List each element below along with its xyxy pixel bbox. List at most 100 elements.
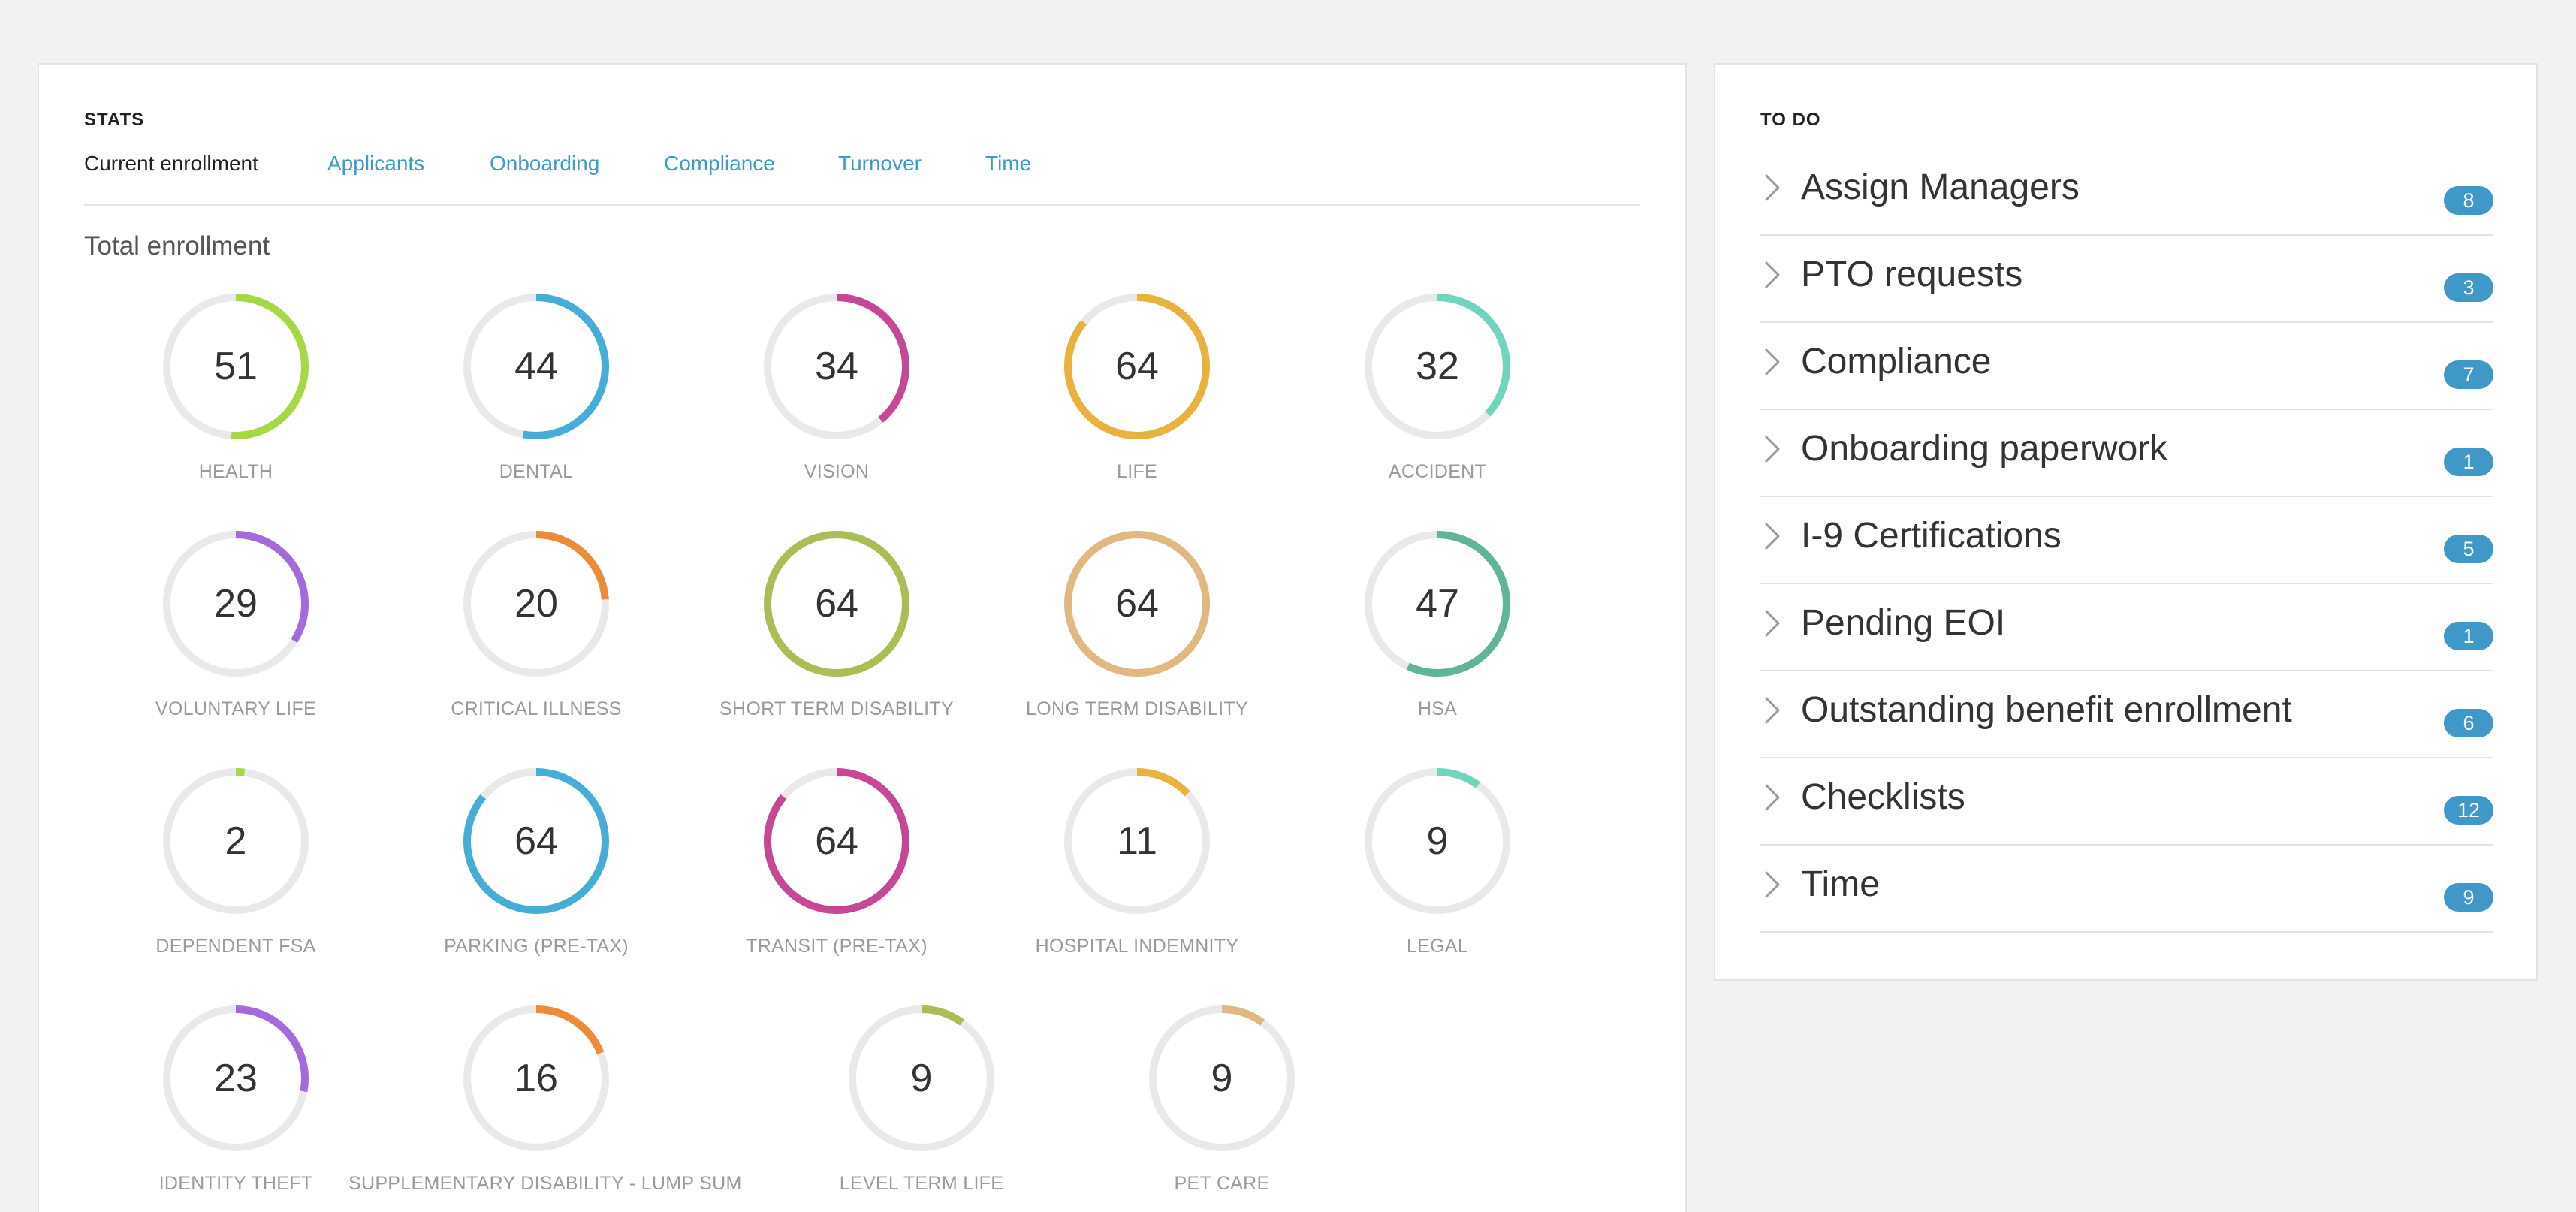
- todo-count-badge: 8: [2444, 186, 2493, 215]
- ring-chart: [463, 294, 609, 439]
- ring-label: TRANSIT (PRE-TAX): [746, 936, 928, 957]
- chevron-right-icon: [1765, 436, 1780, 463]
- ring-chart: [163, 1005, 309, 1151]
- ring-progress-arc: [1064, 768, 1210, 914]
- enrollment-ring: 9 PET CARE: [1064, 1003, 1380, 1212]
- todo-count-badge: 6: [2444, 709, 2493, 737]
- ring-value: 34: [815, 345, 858, 388]
- todo-count-badge: 5: [2444, 535, 2493, 563]
- ring-chart: [463, 531, 609, 677]
- tab-turnover[interactable]: Turnover: [838, 152, 922, 175]
- stats-heading: STATS: [84, 110, 145, 130]
- todo-item[interactable]: Outstanding benefit enrollment 6: [1760, 671, 2493, 758]
- todo-count-badge: 1: [2444, 448, 2493, 476]
- todo-item[interactable]: I-9 Certifications 5: [1760, 497, 2493, 584]
- ring-progress-arc: [1064, 531, 1210, 677]
- enrollment-ring: 23 IDENTITY THEFT: [78, 1003, 394, 1212]
- ring-label: VOLUNTARY LIFE: [155, 698, 316, 719]
- ring-value: 64: [815, 819, 858, 863]
- todo-item-label: Compliance: [1801, 342, 1992, 381]
- ring-chart: [1365, 294, 1510, 439]
- todo-item[interactable]: Assign Managers 8: [1760, 149, 2493, 236]
- ring-label: CRITICAL ILLNESS: [451, 698, 622, 719]
- ring-value: 9: [1211, 1057, 1233, 1100]
- todo-item-label: I-9 Certifications: [1801, 516, 2062, 556]
- ring-chart: [1149, 1005, 1295, 1151]
- stats-tabs: Current enrollment Applicants Onboarding…: [84, 152, 1640, 206]
- chevron-right-icon: [1765, 174, 1780, 201]
- ring-progress-arc: [163, 1005, 309, 1151]
- enrollment-ring: 64 SHORT TERM DISABILITY: [679, 529, 994, 754]
- chevron-right-icon: [1765, 697, 1780, 724]
- ring-value: 47: [1416, 582, 1459, 626]
- ring-progress-arc: [163, 531, 309, 677]
- ring-value: 64: [1115, 345, 1159, 388]
- tab-current-enrollment[interactable]: Current enrollment: [84, 152, 258, 175]
- ring-progress-arc: [463, 1005, 609, 1151]
- enrollment-ring: 11 HOSPITAL INDEMNITY: [979, 766, 1295, 991]
- ring-progress-arc: [764, 294, 909, 439]
- tab-applicants[interactable]: Applicants: [327, 152, 425, 175]
- ring-label: HOSPITAL INDEMNITY: [1035, 936, 1239, 957]
- ring-label: IDENTITY THEFT: [158, 1173, 313, 1194]
- todo-item[interactable]: Checklists 12: [1760, 758, 2493, 846]
- ring-value: 2: [225, 819, 247, 863]
- enrollment-ring: 9 LEVEL TERM LIFE: [764, 1003, 1079, 1212]
- enrollment-ring: 16 SUPPLEMENTARY DISABILITY - LUMP SUM: [348, 1003, 741, 1212]
- ring-chart: [764, 768, 909, 914]
- enrollment-ring: 64 LIFE: [979, 291, 1295, 517]
- todo-heading: TO DO: [1760, 110, 1821, 130]
- ring-value: 16: [514, 1057, 558, 1100]
- ring-progress-arc: [1064, 294, 1210, 439]
- enrollment-ring: 34 VISION: [679, 291, 994, 517]
- tab-onboarding[interactable]: Onboarding: [490, 152, 600, 175]
- ring-label: LIFE: [1117, 461, 1157, 482]
- todo-item[interactable]: Onboarding paperwork 1: [1760, 410, 2493, 497]
- todo-item-label: Checklists: [1801, 777, 1965, 817]
- ring-label: PARKING (PRE-TAX): [444, 936, 629, 957]
- chevron-right-icon: [1765, 348, 1780, 375]
- todo-item-label: PTO requests: [1801, 255, 2023, 294]
- todo-count-badge: 9: [2444, 883, 2493, 912]
- ring-chart: [1365, 768, 1510, 914]
- ring-progress-arc: [1365, 768, 1510, 914]
- todo-count-badge: 7: [2444, 360, 2493, 389]
- ring-value: 51: [214, 345, 258, 388]
- todo-count-badge: 1: [2444, 622, 2493, 650]
- chevron-right-icon: [1765, 523, 1780, 550]
- ring-progress-arc: [463, 768, 609, 914]
- ring-progress-arc: [1149, 1005, 1295, 1151]
- todo-item-label: Onboarding paperwork: [1801, 429, 2168, 469]
- ring-label: VISION: [804, 461, 870, 482]
- ring-label: SHORT TERM DISABILITY: [719, 698, 954, 719]
- ring-chart: [1365, 531, 1510, 677]
- todo-list: Assign Managers 8 PTO requests 3 Compliance 7…: [1760, 149, 2493, 933]
- ring-progress-arc: [849, 1005, 994, 1151]
- enrollment-ring: 32 ACCIDENT: [1280, 291, 1595, 517]
- chevron-right-icon: [1765, 784, 1780, 811]
- enrollment-ring: 44 DENTAL: [379, 291, 694, 517]
- ring-chart: [764, 294, 909, 439]
- ring-chart: [163, 768, 309, 914]
- ring-chart: [463, 1005, 609, 1151]
- todo-item[interactable]: PTO requests 3: [1760, 236, 2493, 323]
- ring-chart: [463, 768, 609, 914]
- tab-compliance[interactable]: Compliance: [664, 152, 775, 175]
- todo-item[interactable]: Compliance 7: [1760, 323, 2493, 410]
- ring-progress-arc: [764, 768, 909, 914]
- todo-item[interactable]: Time 9: [1760, 846, 2493, 933]
- tab-time[interactable]: Time: [985, 152, 1032, 175]
- enrollment-ring: 2 DEPENDENT FSA: [78, 766, 394, 991]
- enrollment-ring: 20 CRITICAL ILLNESS: [379, 529, 694, 754]
- total-enrollment-title: Total enrollment: [84, 231, 270, 261]
- ring-label: ACCIDENT: [1388, 461, 1487, 482]
- ring-value: 64: [1115, 582, 1159, 626]
- todo-item[interactable]: Pending EOI 1: [1760, 584, 2493, 671]
- chevron-right-icon: [1765, 871, 1780, 898]
- enrollment-ring: 64 LONG TERM DISABILITY: [979, 529, 1295, 754]
- ring-value: 20: [514, 582, 558, 626]
- ring-value: 9: [1426, 819, 1449, 863]
- ring-value: 11: [1117, 819, 1157, 863]
- ring-chart: [163, 294, 309, 439]
